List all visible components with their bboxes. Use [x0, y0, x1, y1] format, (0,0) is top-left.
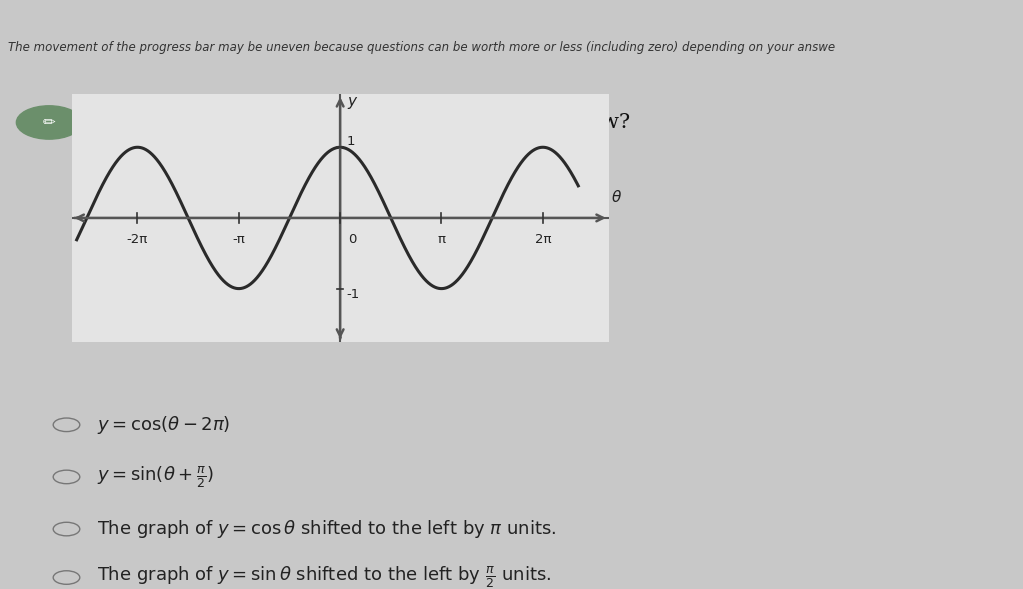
Text: ✏: ✏	[43, 115, 55, 130]
Text: $y = \cos(\theta - 2\pi)$: $y = \cos(\theta - 2\pi)$	[97, 414, 230, 436]
Text: -2π: -2π	[127, 233, 148, 246]
Text: π: π	[438, 233, 445, 246]
Text: -1: -1	[347, 288, 360, 301]
Text: 1: 1	[347, 135, 355, 148]
Text: 2π: 2π	[535, 233, 551, 246]
Text: Which is: Which is	[90, 113, 187, 132]
Text: 0: 0	[348, 233, 357, 246]
Text: not: not	[153, 112, 192, 133]
Text: The graph of $y = \sin\theta$ shifted to the left by $\frac{\pi}{2}$ units.: The graph of $y = \sin\theta$ shifted to…	[97, 565, 551, 589]
Text: y: y	[347, 94, 356, 109]
Circle shape	[16, 106, 82, 139]
Text: $y = \sin(\theta + \frac{\pi}{2})$: $y = \sin(\theta + \frac{\pi}{2})$	[97, 464, 214, 490]
Text: -π: -π	[232, 233, 246, 246]
Text: The movement of the progress bar may be uneven because questions can be worth mo: The movement of the progress bar may be …	[8, 41, 836, 54]
Text: θ: θ	[612, 190, 621, 205]
Text: a correct description of the graph below?: a correct description of the graph below…	[184, 113, 630, 132]
Text: The graph of $y = \cos\theta$ shifted to the left by $\pi$ units.: The graph of $y = \cos\theta$ shifted to…	[97, 518, 557, 540]
